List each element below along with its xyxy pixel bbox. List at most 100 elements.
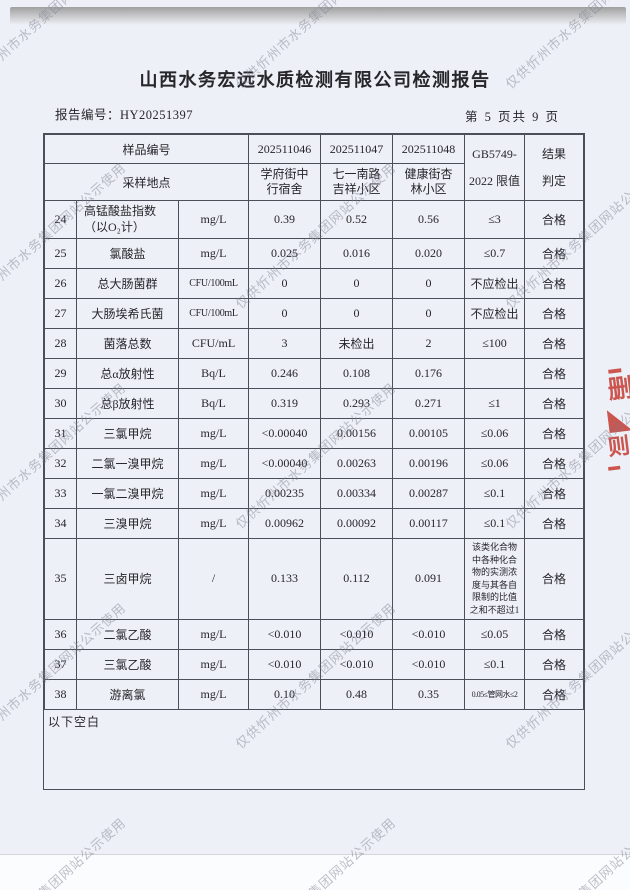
limit-value: 0.05≤管网水≤2	[464, 678, 525, 710]
parameter-name: 二氯乙酸	[76, 618, 179, 650]
parameter-name: 总α放射性	[76, 358, 179, 389]
value-sample-3: 0.00117	[392, 508, 465, 539]
result-judgement: 合格	[524, 238, 584, 269]
value-sample-2: 0	[320, 268, 393, 299]
unit: Bq/L	[178, 388, 249, 419]
parameter-name: 菌落总数	[76, 328, 179, 359]
sample-id-1: 202511046	[248, 134, 321, 164]
limit-value: ≤3	[464, 200, 525, 239]
value-sample-1: 0.246	[248, 358, 321, 389]
row-number: 29	[44, 358, 77, 389]
value-sample-1: 0.39	[248, 200, 321, 239]
value-sample-3: 0.00287	[392, 478, 465, 509]
value-sample-3: <0.010	[392, 618, 465, 650]
result-judgement: 合格	[524, 268, 584, 299]
value-sample-2: 0.108	[320, 358, 393, 389]
table-row: 28 菌落总数 CFU/mL 3 未检出 2 ≤100 合格	[44, 328, 584, 359]
limit-value: ≤1	[464, 388, 525, 419]
value-sample-1: <0.00040	[248, 418, 321, 449]
result-judgement: 合格	[524, 388, 584, 419]
value-sample-1: 0	[248, 268, 321, 299]
unit: CFU/mL	[178, 328, 249, 359]
seal-stroke: ▬	[607, 362, 622, 377]
row-number: 31	[44, 418, 77, 449]
row-number: 33	[44, 478, 77, 509]
value-sample-3: <0.010	[392, 648, 465, 680]
table-row: 35 三卤甲烷/0.133 0.112 0.091 该类化合物中各种化合物的实测浓度与其…	[44, 538, 584, 620]
value-sample-3: 0.091	[392, 538, 465, 620]
unit: CFU/100mL	[178, 298, 249, 329]
unit: /	[178, 538, 249, 620]
sample-number-label: 样品编号	[44, 134, 249, 164]
row-number: 25	[44, 238, 77, 269]
row-number: 37	[44, 648, 77, 680]
result-judgement: 合格	[524, 648, 584, 680]
result-judgement: 合格	[524, 678, 584, 710]
value-sample-1: 0.00962	[248, 508, 321, 539]
table-row: 34 三溴甲烷 mg/L 0.00962 0.00092 0.00117 ≤0.1 合格	[44, 508, 584, 539]
table-row: 27 大肠埃希氏菌 CFU/100mL 0 0 0 不应检出 合格	[44, 298, 584, 329]
table-row: 31 三氯甲烷 mg/L <0.00040 0.00156 0.00105 ≤0.06 合格	[44, 418, 584, 449]
value-sample-3: 0	[392, 298, 465, 329]
page-indicator: 第 5 页共 9 页	[464, 110, 560, 124]
unit: CFU/100mL	[178, 268, 249, 299]
parameter-name: 三氯甲烷	[76, 418, 179, 449]
parameter-name: 大肠埃希氏菌	[76, 298, 179, 329]
value-sample-2: 未检出	[320, 328, 393, 359]
parameter-name: 三氯乙酸	[76, 648, 179, 680]
result-judgement: 合格	[524, 618, 584, 650]
value-sample-2: 0.52	[320, 200, 393, 239]
scan-edge-bottom	[0, 854, 630, 890]
value-sample-3: 0.020	[392, 238, 465, 269]
unit: mg/L	[178, 418, 249, 449]
value-sample-2: 0.112	[320, 538, 393, 620]
result-judgement: 合格	[524, 418, 584, 449]
table-row: 32 二氯一溴甲烷 mg/L <0.00040 0.00263 0.00196 ≤0.06 合…	[44, 448, 584, 479]
sampling-location-1: 学府街中行宿舍	[248, 163, 321, 201]
value-sample-1: <0.00040	[248, 448, 321, 479]
value-sample-1: 0	[248, 298, 321, 329]
results-table: 样品编号 202511046 202511047 202511048 GB574…	[44, 134, 584, 710]
unit: mg/L	[178, 648, 249, 680]
value-sample-2: 0	[320, 298, 393, 329]
parameter-name: 三溴甲烷	[76, 508, 179, 539]
result-judgement: 合格	[524, 448, 584, 479]
table-row: 24 高锰酸盐指数 （以O₂计） mg/L 0.39 0.52 0.56 ≤3 合格	[44, 200, 584, 239]
value-sample-1: 0.025	[248, 238, 321, 269]
below-blank-note: 以下空白	[48, 714, 101, 729]
limit-value	[464, 358, 525, 389]
value-sample-2: 0.48	[320, 678, 393, 710]
parameter-name: 高锰酸盐指数 （以O₂计）	[76, 200, 179, 239]
result-judgement: 合格	[524, 200, 584, 239]
result-judgement: 合格	[524, 508, 584, 539]
value-sample-1: 0.133	[248, 538, 321, 620]
results-table-frame: 样品编号 202511046 202511047 202511048 GB574…	[43, 133, 585, 790]
row-number: 28	[44, 328, 77, 359]
row-number: 32	[44, 448, 77, 479]
row-number: 34	[44, 508, 77, 539]
result-header-line2: 判定	[541, 173, 566, 188]
row-number: 27	[44, 298, 77, 329]
limit-value: ≤100	[464, 328, 525, 359]
value-sample-1: <0.010	[248, 648, 321, 680]
seal-stroke: ▬	[607, 458, 621, 474]
value-sample-1: 0.10	[248, 678, 321, 710]
table-row: 25 氯酸盐 mg/L 0.025 0.016 0.020 ≤0.7 合格	[44, 238, 584, 269]
value-sample-3: 0.00196	[392, 448, 465, 479]
unit: mg/L	[178, 678, 249, 710]
limit-value: ≤0.1	[464, 508, 525, 539]
table-row: 37 三氯乙酸 mg/L <0.010 <0.010 <0.010 ≤0.1 合格	[44, 648, 584, 680]
limit-header-line1: GB5749-	[472, 146, 517, 161]
value-sample-3: 0.00105	[392, 418, 465, 449]
result-judgement: 合格	[524, 478, 584, 509]
table-row: 38 游离氯 mg/L 0.10 0.48 0.35 0.05≤管网水≤2 合格	[44, 678, 584, 710]
value-sample-1: 3	[248, 328, 321, 359]
limit-value: 不应检出	[464, 298, 525, 329]
value-sample-2: <0.010	[320, 618, 393, 650]
table-row: 33 一氯二溴甲烷 mg/L 0.00235 0.00334 0.00287 ≤0.1 合格	[44, 478, 584, 509]
parameter-name: 三卤甲烷	[76, 538, 179, 620]
value-sample-3: 0	[392, 268, 465, 299]
result-judgement: 合格	[524, 298, 584, 329]
limit-value: ≤0.06	[464, 418, 525, 449]
value-sample-1: 0.319	[248, 388, 321, 419]
